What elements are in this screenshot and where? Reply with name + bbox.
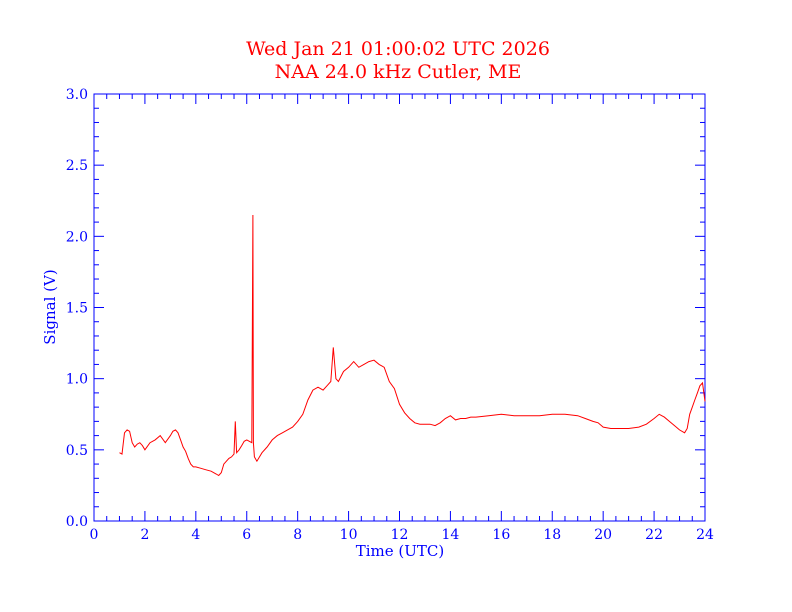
signal-series-line (119, 214, 706, 477)
x-tick-label: 22 (645, 527, 663, 543)
x-tick-label: 14 (442, 527, 460, 543)
axis-tick-labels: 0 2 4 6 8 10 12 14 16 18 20 22 240.00.51.01.52.02.53… (66, 87, 714, 543)
axis-ticks (93, 93, 706, 522)
x-tick-label: 18 (543, 527, 561, 543)
x-tick-label: 8 (293, 527, 302, 543)
y-tick-label: 1.0 (66, 372, 88, 388)
plot-frame (93, 93, 706, 522)
x-tick-label: 2 (140, 527, 149, 543)
x-tick-label: 16 (492, 527, 510, 543)
x-tick-label: 24 (696, 527, 714, 543)
x-tick-label: 10 (340, 527, 358, 543)
chart-title-line1: Wed Jan 21 01:00:02 UTC 2026 (246, 38, 550, 60)
y-axis-label: Signal (V) (41, 269, 59, 344)
x-tick-label: 6 (242, 527, 251, 543)
y-tick-label: 0.0 (66, 514, 88, 530)
x-tick-label: 12 (391, 527, 409, 543)
chart-title-line2: NAA 24.0 kHz Cutler, ME (275, 61, 522, 83)
x-tick-label: 4 (191, 527, 200, 543)
y-tick-label: 2.5 (66, 158, 88, 174)
y-tick-label: 1.5 (66, 301, 88, 317)
y-tick-label: 3.0 (66, 87, 88, 103)
x-axis-label: Time (UTC) (356, 542, 445, 560)
y-tick-label: 0.5 (66, 443, 88, 459)
y-tick-label: 2.0 (66, 229, 88, 245)
x-tick-label: 20 (594, 527, 612, 543)
x-tick-label: 0 (90, 527, 99, 543)
